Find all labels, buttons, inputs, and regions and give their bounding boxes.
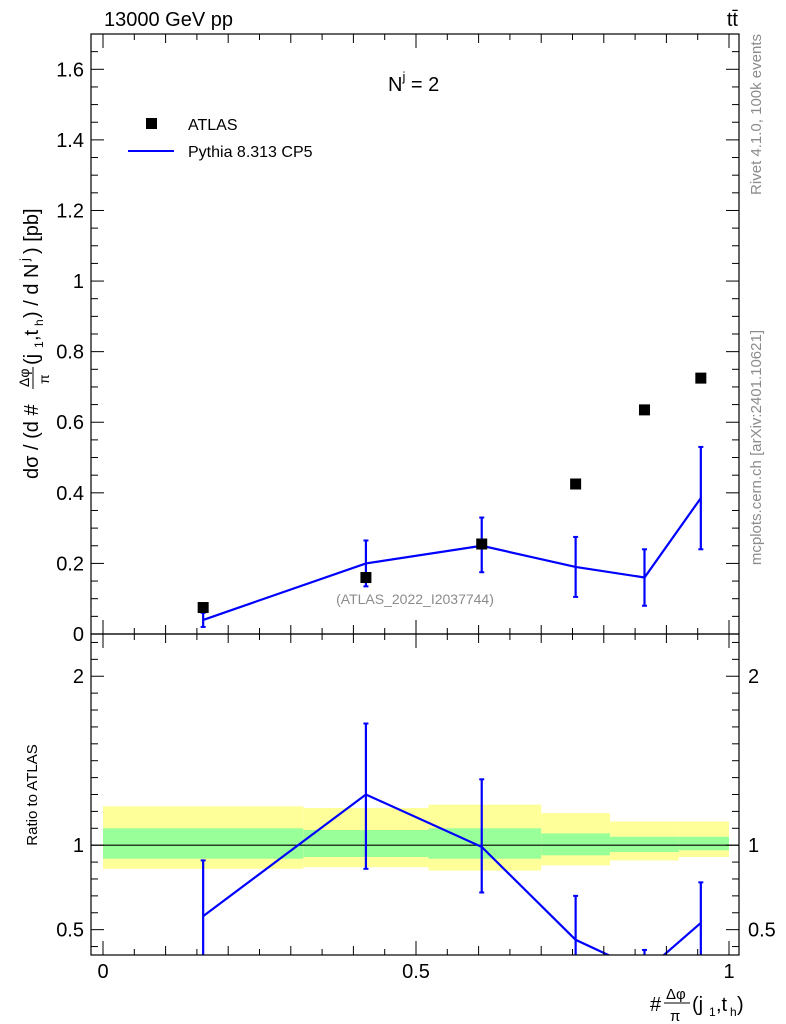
svg-text:) / d N: ) / d N — [21, 264, 43, 318]
svg-text:#: # — [650, 994, 662, 1016]
atlas-data-point — [197, 602, 209, 614]
ratio-band-green — [678, 836, 729, 851]
main-y-tick-label: 1.6 — [56, 59, 84, 81]
analysis-id-watermark: (ATLAS_2022_I2037744) — [336, 591, 494, 607]
svg-text:j: j — [17, 258, 32, 262]
header-energy-label: 13000 GeV pp — [104, 9, 233, 31]
atlas-data-point — [570, 478, 582, 490]
x-tick-label: 1 — [723, 961, 734, 983]
mcplots-watermark: mcplots.cern.ch [arXiv:2401.10621] — [748, 330, 765, 565]
jet-multiplicity-annotation: Nj = 2 — [388, 69, 439, 96]
svg-text:,t: ,t — [716, 994, 728, 1016]
rivet-version-watermark: Rivet 4.1.0, 100k events — [748, 34, 765, 195]
ratio-band-green — [541, 833, 611, 856]
atlas-data-point — [476, 538, 488, 550]
svg-text:(j: (j — [21, 354, 43, 365]
svg-text:(j: (j — [692, 994, 703, 1016]
header-process-label: tt̄ — [727, 9, 739, 31]
svg-text:π: π — [670, 1008, 680, 1024]
ratio-uncertainty-bands — [103, 804, 729, 871]
svg-text:): ) — [737, 994, 744, 1016]
ratio-axis-ticks — [91, 634, 739, 955]
ratio-y-tick-label-right: 2 — [748, 666, 759, 688]
main-y-tick-label: 0.6 — [56, 412, 84, 434]
ratio-y-axis-label: Ratio to ATLAS — [24, 744, 41, 845]
ratio-series-clipped — [200, 722, 704, 955]
ratio-pythia-series — [200, 722, 704, 955]
svg-text:h: h — [32, 319, 46, 326]
legend-pythia-label: Pythia 8.313 CP5 — [188, 144, 313, 161]
main-y-tick-label: 1 — [73, 271, 84, 293]
legend-atlas-label: ATLAS — [188, 117, 238, 134]
ratio-y-tick-labels: 0.5 0.5 1 1 2 2 — [56, 666, 776, 941]
ratio-band-green — [610, 836, 679, 852]
ratio-band-green — [103, 828, 304, 859]
atlas-data-point — [695, 372, 707, 384]
pythia-line — [202, 497, 702, 621]
atlas-data-point — [638, 404, 650, 416]
legend-atlas-marker — [146, 118, 157, 129]
main-y-tick-labels: 0 0.2 0.4 0.6 0.8 1 1.2 1.4 1.6 — [56, 59, 84, 646]
x-tick-label: 0 — [97, 961, 108, 983]
ratio-band-green — [428, 828, 542, 859]
svg-text:Δφ: Δφ — [666, 986, 686, 1003]
main-y-tick-label: 1.2 — [56, 200, 84, 222]
svg-text:1: 1 — [32, 341, 46, 348]
ratio-y-tick-label-left: 0.5 — [56, 920, 84, 942]
main-y-tick-label: 1.4 — [56, 130, 84, 152]
ratio-line — [202, 793, 702, 955]
svg-text:π: π — [36, 374, 52, 384]
main-y-tick-label: 0 — [73, 624, 84, 646]
x-tick-labels: 0 0.5 1 — [97, 961, 734, 983]
svg-text:Δφ: Δφ — [16, 369, 32, 387]
legend: ATLAS Pythia 8.313 CP5 — [128, 117, 313, 161]
main-y-tick-label: 0.4 — [56, 483, 84, 505]
svg-text:dσ / (d #: dσ / (d # — [21, 404, 43, 479]
ratio-plot-frame — [90, 633, 740, 956]
main-axis-ticks — [91, 33, 739, 635]
atlas-data-point — [360, 572, 372, 584]
ratio-y-tick-label-left: 2 — [73, 666, 84, 688]
x-axis-label: # Δφ π (j 1 ,t h ) — [650, 986, 744, 1024]
x-tick-label: 0.5 — [402, 961, 430, 983]
ratio-y-tick-label-right: 1 — [748, 835, 759, 857]
svg-text:h: h — [730, 1005, 737, 1019]
main-panel: 0 0.2 0.4 0.6 0.8 1 1.2 1.4 1.6 (ATLAS_2022_I203… — [16, 33, 740, 646]
pythia-series — [200, 445, 704, 628]
ratio-y-tick-label-right: 0.5 — [748, 920, 776, 942]
svg-text:,t: ,t — [21, 329, 43, 341]
svg-text:1: 1 — [709, 1005, 716, 1019]
ratio-y-tick-label-left: 1 — [73, 835, 84, 857]
main-y-axis-label: dσ / (d # Δφ π (j 1 ,t h ) / d N j ) [pb… — [16, 208, 52, 479]
main-y-tick-label: 0.8 — [56, 342, 84, 364]
atlas-series — [197, 372, 707, 614]
svg-text:) [pb]: ) [pb] — [21, 208, 43, 254]
ratio-panel: 0.5 0.51 12 2 0 0.5 1 Ratio to ATLAS # Δφ π (… — [24, 633, 776, 1024]
main-y-tick-label: 0.2 — [56, 553, 84, 575]
